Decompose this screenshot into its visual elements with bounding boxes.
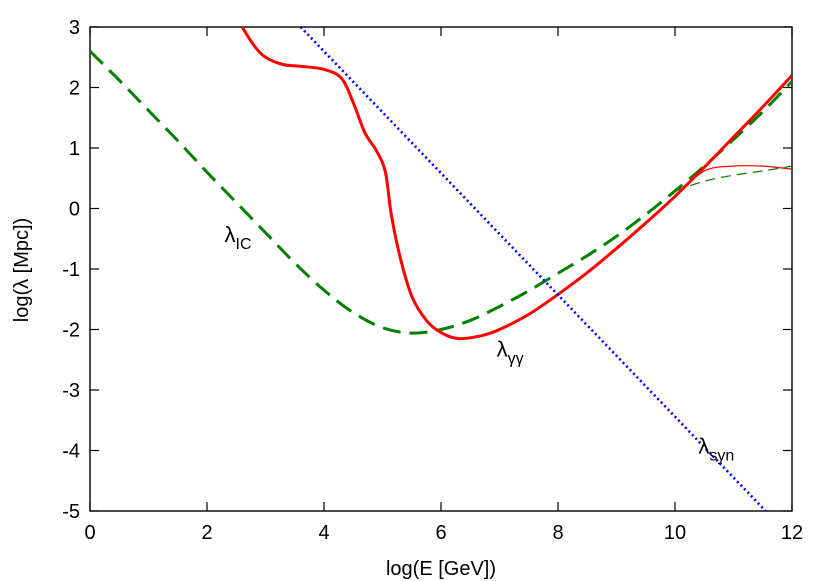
series-line-gg-low <box>674 165 792 197</box>
annotation-layer: λIC λγγ λsyn <box>225 222 735 465</box>
y-tick-label: 2 <box>69 78 80 100</box>
x-tick-label: 4 <box>318 522 329 544</box>
series-line-ic <box>90 50 792 335</box>
curve-label-syn: λsyn <box>698 434 734 465</box>
y-axis-label: log(λ [Mpc]) <box>11 218 33 322</box>
y-tick-label: 0 <box>69 199 80 221</box>
y-tick-label: -3 <box>62 380 80 402</box>
y-tick-label: -4 <box>62 441 80 463</box>
y-tick-label: -2 <box>62 320 80 342</box>
y-tick-label: -1 <box>62 259 80 281</box>
series-line-syn <box>299 27 767 511</box>
x-tick-label: 0 <box>84 522 95 544</box>
series-layer <box>90 27 792 511</box>
y-tick-label: -5 <box>62 501 80 523</box>
curve-label-ic: λIC <box>225 222 252 253</box>
plot-frame <box>89 26 793 512</box>
series-line-gg <box>240 27 792 341</box>
y-tick-label: 1 <box>69 138 80 160</box>
x-tick-label: 10 <box>664 522 686 544</box>
x-tick-label: 12 <box>781 522 803 544</box>
x-tick-label: 6 <box>435 522 446 544</box>
x-tick-label: 2 <box>201 522 212 544</box>
x-axis-label: log(E [GeV]) <box>386 558 496 580</box>
series-line-ic-low <box>674 165 792 192</box>
y-tick-label: 3 <box>69 17 80 39</box>
x-tick-label: 8 <box>552 522 563 544</box>
curve-label-gg: λγγ <box>497 337 524 368</box>
